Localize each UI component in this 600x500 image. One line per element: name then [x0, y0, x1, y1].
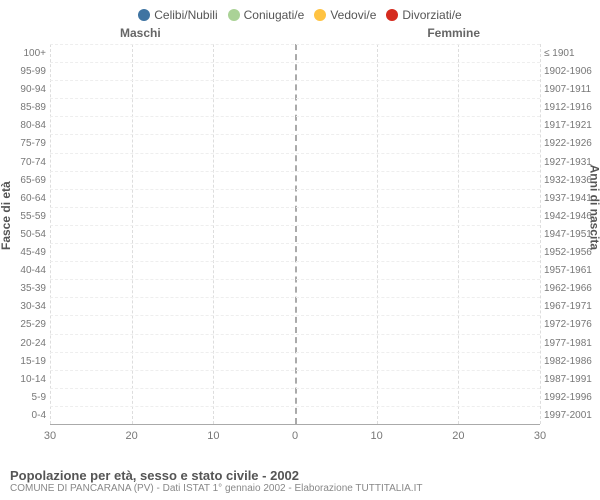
x-tick-label: 10: [207, 430, 219, 442]
age-row: 70-741927-1931: [50, 153, 540, 172]
age-row: 5-91992-1996: [50, 388, 540, 407]
age-label: 75-79: [0, 135, 46, 153]
age-label: 20-24: [0, 335, 46, 353]
age-row: 55-591942-1946: [50, 207, 540, 226]
age-row: 90-941907-1911: [50, 80, 540, 99]
age-row: 85-891912-1916: [50, 98, 540, 117]
population-pyramid-chart: Celibi/Nubili Coniugati/e Vedovi/e Divorzia…: [0, 0, 600, 500]
chart-footer: Popolazione per età, sesso e stato civil…: [10, 468, 422, 494]
age-label: 15-19: [0, 353, 46, 371]
age-label: 95-99: [0, 63, 46, 81]
males-title: Maschi: [120, 26, 161, 40]
age-row: 35-391962-1966: [50, 279, 540, 298]
birth-year-label: 1972-1976: [544, 316, 600, 334]
age-row: 80-841917-1921: [50, 116, 540, 135]
age-label: 25-29: [0, 316, 46, 334]
legend-item: Celibi/Nubili: [138, 8, 217, 22]
birth-year-label: 1912-1916: [544, 99, 600, 117]
age-label: 65-69: [0, 172, 46, 190]
x-tick-label: 10: [371, 430, 383, 442]
birth-year-label: 1987-1991: [544, 371, 600, 389]
chart-subtitle: COMUNE DI PANCARANA (PV) - Dati ISTAT 1°…: [10, 483, 422, 494]
age-label: 45-49: [0, 244, 46, 262]
age-row: 10-141987-1991: [50, 370, 540, 389]
age-row: 60-641937-1941: [50, 189, 540, 208]
age-row: 40-441957-1961: [50, 261, 540, 280]
age-label: 0-4: [0, 407, 46, 425]
birth-year-label: 1932-1936: [544, 172, 600, 190]
chart-title: Popolazione per età, sesso e stato civil…: [10, 468, 422, 483]
x-tick-label: 0: [292, 430, 298, 442]
legend-swatch: [314, 9, 326, 21]
legend-swatch: [228, 9, 240, 21]
x-tick-label: 20: [452, 430, 464, 442]
legend-label: Divorziati/e: [402, 8, 461, 22]
x-tick-label: 20: [126, 430, 138, 442]
age-row: 75-791922-1926: [50, 134, 540, 153]
birth-year-label: 1997-2001: [544, 407, 600, 425]
birth-year-label: 1902-1906: [544, 63, 600, 81]
legend-label: Coniugati/e: [244, 8, 305, 22]
legend-item: Divorziati/e: [386, 8, 461, 22]
legend-swatch: [386, 9, 398, 21]
females-title: Femmine: [427, 26, 480, 40]
birth-year-label: 1942-1946: [544, 208, 600, 226]
legend-label: Celibi/Nubili: [154, 8, 217, 22]
age-label: 90-94: [0, 81, 46, 99]
age-label: 40-44: [0, 262, 46, 280]
age-label: 35-39: [0, 280, 46, 298]
age-label: 30-34: [0, 298, 46, 316]
x-tick-label: 30: [44, 430, 56, 442]
birth-year-label: 1947-1951: [544, 226, 600, 244]
age-label: 5-9: [0, 389, 46, 407]
age-label: 85-89: [0, 99, 46, 117]
birth-year-label: 1952-1956: [544, 244, 600, 262]
age-label: 80-84: [0, 117, 46, 135]
birth-year-label: 1967-1971: [544, 298, 600, 316]
birth-year-label: 1992-1996: [544, 389, 600, 407]
age-row: 15-191982-1986: [50, 352, 540, 371]
legend-swatch: [138, 9, 150, 21]
age-label: 60-64: [0, 190, 46, 208]
age-label: 70-74: [0, 154, 46, 172]
age-row: 0-41997-2001: [50, 406, 540, 425]
age-row: 45-491952-1956: [50, 243, 540, 262]
birth-year-label: 1922-1926: [544, 135, 600, 153]
birth-year-label: 1962-1966: [544, 280, 600, 298]
legend: Celibi/Nubili Coniugati/e Vedovi/e Divorzia…: [0, 0, 600, 22]
legend-label: Vedovi/e: [330, 8, 376, 22]
plot-area: 3020100102030100+≤ 190195-991902-190690-…: [50, 44, 540, 425]
birth-year-label: 1917-1921: [544, 117, 600, 135]
birth-year-label: 1907-1911: [544, 81, 600, 99]
x-tick-label: 30: [534, 430, 546, 442]
age-row: 50-541947-1951: [50, 225, 540, 244]
birth-year-label: 1937-1941: [544, 190, 600, 208]
age-label: 10-14: [0, 371, 46, 389]
legend-item: Vedovi/e: [314, 8, 376, 22]
birth-year-label: 1982-1986: [544, 353, 600, 371]
age-row: 30-341967-1971: [50, 297, 540, 316]
age-label: 100+: [0, 45, 46, 63]
age-row: 65-691932-1936: [50, 171, 540, 190]
age-row: 100+≤ 1901: [50, 44, 540, 63]
birth-year-label: 1957-1961: [544, 262, 600, 280]
birth-year-label: ≤ 1901: [544, 45, 600, 63]
age-row: 25-291972-1976: [50, 315, 540, 334]
age-row: 95-991902-1906: [50, 62, 540, 81]
side-titles: Maschi Femmine: [0, 22, 600, 40]
birth-year-label: 1977-1981: [544, 335, 600, 353]
age-label: 50-54: [0, 226, 46, 244]
age-label: 55-59: [0, 208, 46, 226]
legend-item: Coniugati/e: [228, 8, 305, 22]
birth-year-label: 1927-1931: [544, 154, 600, 172]
age-row: 20-241977-1981: [50, 334, 540, 353]
